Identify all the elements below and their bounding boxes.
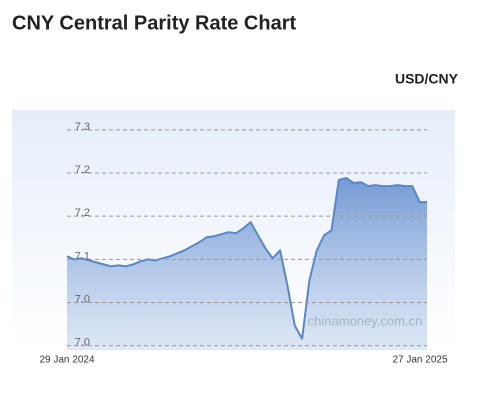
y-tick-label: 7.1 [75,250,90,262]
x-tick-label: 27 Jan 2025 [392,355,447,366]
x-tick-label: 29 Jan 2024 [39,355,94,366]
chart-title: CNY Central Parity Rate Chart [12,12,297,34]
y-tick-label: 7.0 [75,337,90,349]
area [67,178,427,350]
line [66,177,427,340]
y-tick-label: 7.3 [75,121,90,133]
y-tick-label: 7.2 [75,207,90,219]
y-tick-label: 7.0 [75,293,90,305]
y-tick-label: 7.2 [75,164,90,176]
currency-pair: USD/CNY [395,71,459,87]
watermark: chinamoney.com.cn [308,313,423,328]
